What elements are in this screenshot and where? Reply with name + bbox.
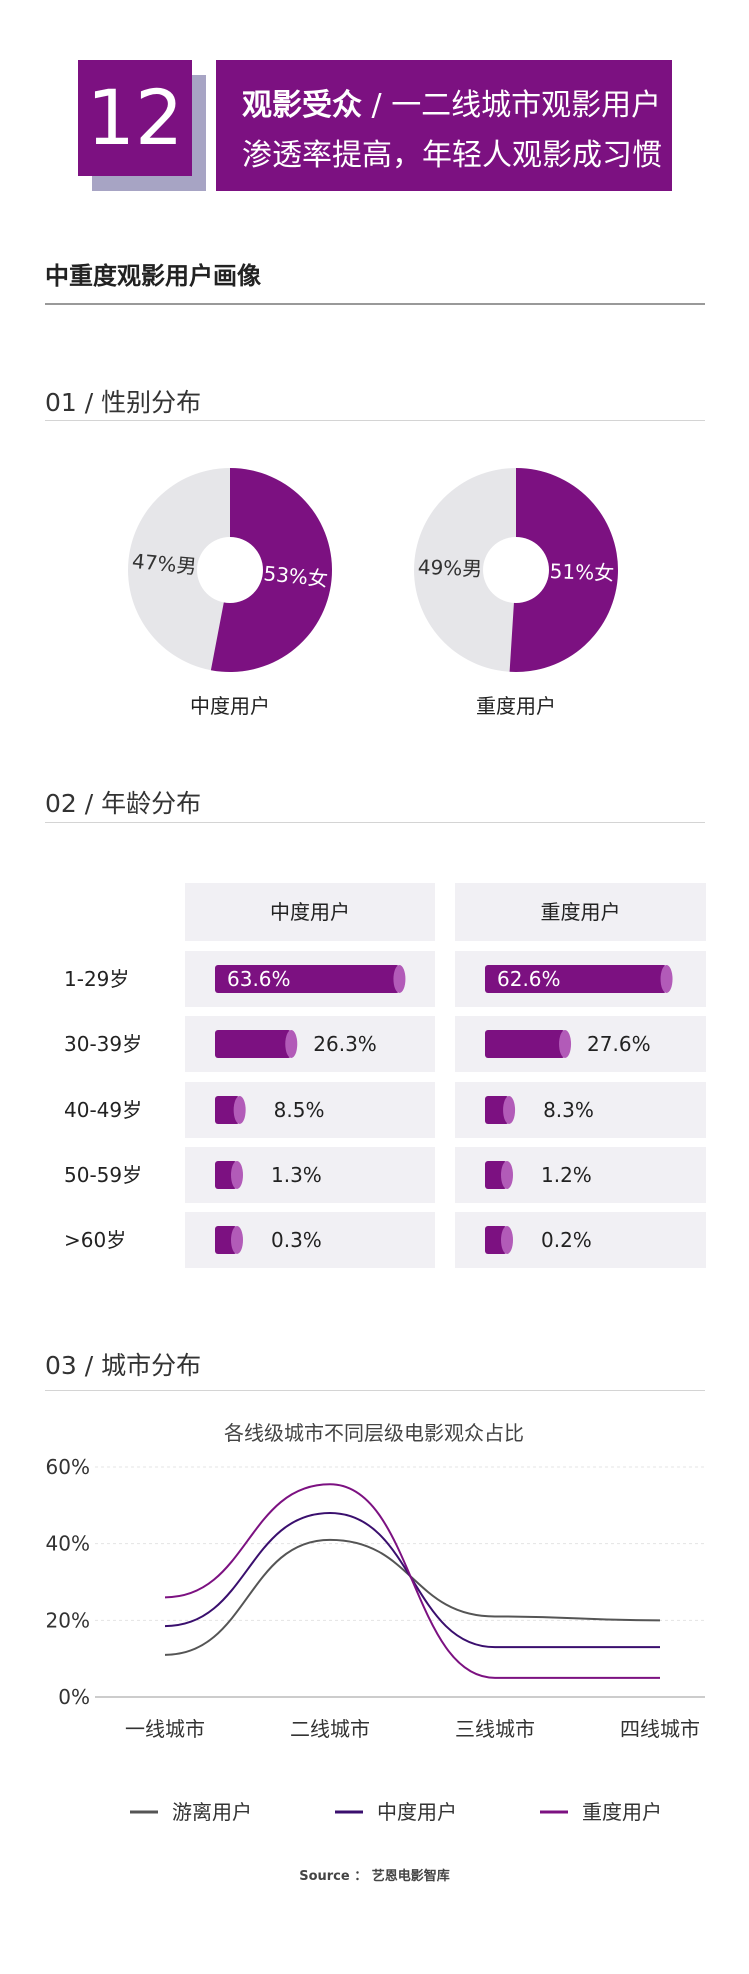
- age-cell: 8.3%: [455, 1082, 706, 1138]
- age-cell: 63.6%: [185, 951, 435, 1007]
- gender-donut-heavy: 51%女 49%男: [414, 468, 618, 672]
- donut-female-segment: [509, 468, 618, 672]
- age-bar-value: 1.2%: [541, 1163, 592, 1187]
- series-line-1: [164, 1511, 660, 1649]
- donut-hole: [197, 537, 263, 603]
- age-cell: 0.3%: [185, 1212, 435, 1268]
- age-bar-value: 26.3%: [313, 1032, 377, 1056]
- series-line-2: [164, 1483, 660, 1679]
- x-tick-label: 三线城市: [455, 1717, 535, 1741]
- age-bar: [215, 1096, 246, 1124]
- series-line-0: [164, 1538, 661, 1656]
- header-title-line1: 观影受众 / 一二线城市观影用户: [242, 80, 661, 124]
- age-cell: 8.5%: [185, 1082, 435, 1138]
- age-bar-body: [485, 1096, 510, 1124]
- age-row-label: >60岁: [64, 1228, 127, 1252]
- donut-female-label: 51%女: [549, 559, 614, 585]
- header-title-line2: 渗透率提高，年轻人观影成习惯: [242, 138, 662, 173]
- age-column-header-medium: 中度用户: [185, 883, 435, 941]
- age-bar-body: [485, 1030, 566, 1058]
- y-tick-label: 40%: [46, 1532, 90, 1556]
- header-title-rest: 一二线城市观影用户: [391, 88, 662, 123]
- section-main-title: 中重度观影用户画像: [45, 262, 261, 290]
- age-bar: [485, 1030, 572, 1058]
- age-bar-body: [215, 1226, 237, 1254]
- age-bar: [215, 1030, 298, 1058]
- age-bar-body: [215, 965, 400, 993]
- age-row-label: 50-59岁: [64, 1163, 143, 1187]
- age-bar-body: [485, 965, 667, 993]
- age-bar-cap: [501, 1161, 513, 1189]
- age-cell: 62.6%: [455, 951, 706, 1007]
- age-bar: [215, 965, 406, 993]
- age-bar-body: [215, 1161, 237, 1189]
- x-tick-label: 四线城市: [620, 1717, 700, 1741]
- age-cell: 1.2%: [455, 1147, 706, 1203]
- age-bar-body: [215, 1096, 240, 1124]
- gender-donut-medium: 53%女 47%男: [128, 468, 332, 672]
- section-main-divider: [45, 303, 705, 305]
- age-bar-body: [215, 1030, 292, 1058]
- age-cell: 26.3%: [185, 1016, 435, 1072]
- age-cell: 1.3%: [185, 1147, 435, 1203]
- gender-donut-heavy-label: 重度用户: [476, 694, 556, 718]
- age-bar-value: 8.3%: [543, 1098, 594, 1122]
- age-bar-value: 62.6%: [497, 967, 561, 991]
- source-note: Source ： 艺恩电影智库: [299, 1869, 450, 1884]
- age-bar: [485, 1226, 513, 1254]
- gender-donut-medium-label: 中度用户: [190, 694, 270, 718]
- legend-label: 中度用户: [377, 1800, 457, 1824]
- age-bar-value: 1.3%: [271, 1163, 322, 1187]
- age-bar-cap: [559, 1030, 572, 1058]
- header-title-box: 观影受众 / 一二线城市观影用户 渗透率提高，年轻人观影成习惯: [216, 60, 672, 191]
- age-bar-cap: [285, 1030, 298, 1058]
- city-heading: 03 / 城市分布: [45, 1351, 202, 1380]
- age-bar-cap: [233, 1096, 246, 1124]
- y-tick-label: 60%: [46, 1455, 90, 1479]
- age-bar-cap: [231, 1161, 243, 1189]
- age-column-header-heavy: 重度用户: [455, 883, 706, 941]
- age-bar-value: 0.2%: [541, 1228, 592, 1252]
- age-bar-value: 27.6%: [587, 1032, 651, 1056]
- age-bar-cap: [503, 1096, 516, 1124]
- age-bar-cap: [231, 1226, 243, 1254]
- age-bar: [215, 1161, 243, 1189]
- donut-hole: [483, 537, 549, 603]
- age-bar-value: 63.6%: [227, 967, 291, 991]
- age-bar-cap: [660, 965, 673, 993]
- age-bar-value: 8.5%: [273, 1098, 325, 1122]
- y-tick-label: 20%: [46, 1608, 90, 1632]
- age-divider: [45, 822, 705, 823]
- age-cell: 27.6%: [455, 1016, 706, 1072]
- age-bar: [485, 1096, 516, 1124]
- age-row-label: 40-49岁: [64, 1098, 143, 1122]
- section-number-badge: 12: [78, 60, 192, 176]
- legend-label: 游离用户: [172, 1800, 252, 1824]
- x-tick-label: 一线城市: [125, 1717, 205, 1741]
- city-line-chart: 各线级城市不同层级电影观众占比 0% 20% 40% 60% 一线城市 二线城市 三线城市…: [46, 1421, 705, 1824]
- chart-title: 各线级城市不同层级电影观众占比: [224, 1421, 524, 1445]
- header-title-separator: /: [362, 88, 392, 123]
- age-heading: 02 / 年龄分布: [45, 789, 202, 818]
- gender-divider: [45, 420, 705, 421]
- legend-label: 重度用户: [582, 1800, 662, 1824]
- age-bar: [485, 1161, 513, 1189]
- donut-female-segment: [210, 468, 332, 672]
- city-divider: [45, 1390, 705, 1391]
- age-bar-cap: [393, 965, 406, 993]
- age-bar-body: [485, 1161, 507, 1189]
- age-bar-body: [485, 1226, 507, 1254]
- y-tick-label: 0%: [58, 1685, 90, 1709]
- age-row-label: 30-39岁: [64, 1032, 143, 1056]
- header-title-bold: 观影受众: [242, 88, 362, 123]
- x-tick-label: 二线城市: [290, 1717, 370, 1741]
- donut-male-label: 49%男: [417, 555, 482, 581]
- age-cell: 0.2%: [455, 1212, 706, 1268]
- gender-heading: 01 / 性别分布: [45, 388, 202, 417]
- age-bar: [215, 1226, 243, 1254]
- age-row-label: 1-29岁: [64, 967, 130, 991]
- age-bar: [485, 965, 673, 993]
- age-bar-cap: [501, 1226, 513, 1254]
- age-bar-value: 0.3%: [271, 1228, 322, 1252]
